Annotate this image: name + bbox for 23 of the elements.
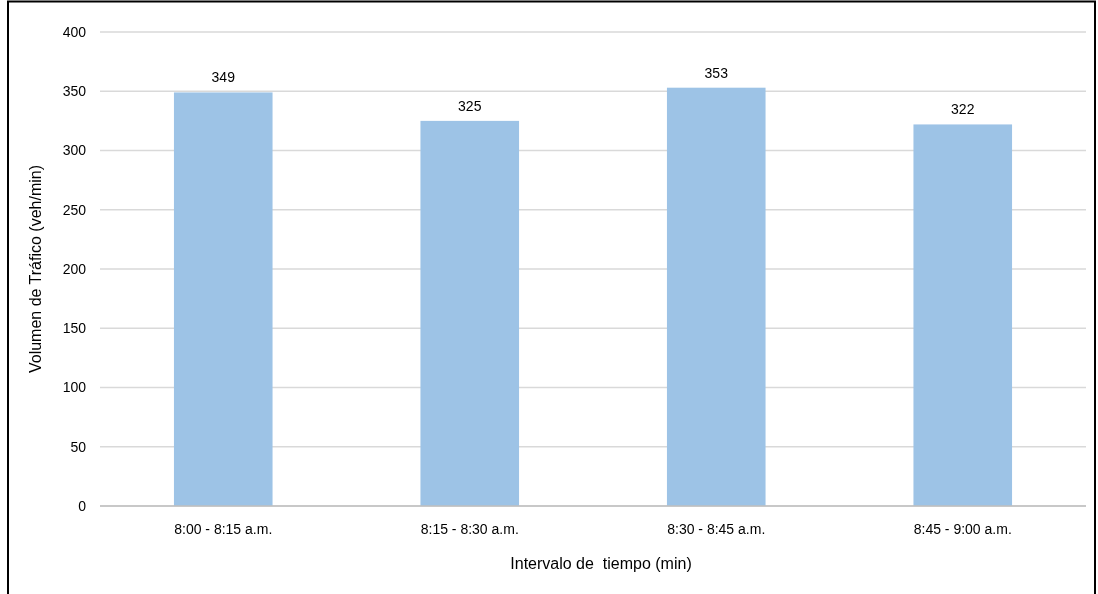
y-tick-label: 300: [62, 142, 87, 159]
y-tick-label: 50: [70, 438, 87, 455]
y-tick-label: 200: [62, 260, 87, 277]
bar: [666, 87, 766, 506]
data-label: 325: [458, 97, 482, 114]
y-tick-label: 100: [62, 379, 87, 396]
x-tick-label: 8:45 - 9:00 a.m.: [913, 520, 1012, 537]
data-label: 353: [704, 64, 729, 81]
bar: [420, 120, 520, 506]
x-tick-label: 8:00 - 8:15 a.m.: [174, 520, 273, 537]
bar: [913, 124, 1013, 506]
data-label: 322: [951, 101, 975, 118]
bar: [173, 92, 273, 506]
y-tick-label: 150: [62, 320, 87, 337]
y-tick-label: 350: [62, 83, 87, 100]
x-tick-label: 8:30 - 8:45 a.m.: [667, 520, 766, 537]
y-tick-label: 400: [62, 23, 87, 40]
y-tick-label: 250: [62, 201, 87, 218]
x-tick-label: 8:15 - 8:30 a.m.: [420, 520, 519, 537]
y-axis-title: Volumen de Tráfico (veh/min): [27, 164, 44, 374]
data-label: 349: [211, 69, 236, 86]
y-tick-label: 0: [78, 497, 87, 514]
x-axis-title: Intervalo de tiempo (min): [510, 555, 692, 572]
